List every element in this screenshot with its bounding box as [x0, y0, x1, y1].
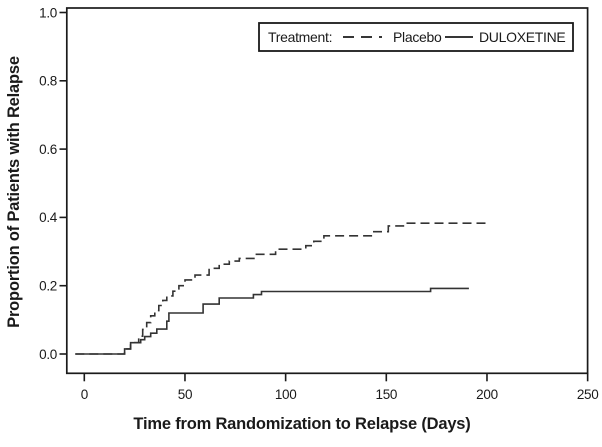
x-tick-label: 150 [375, 387, 397, 402]
survival-curves [75, 222, 489, 355]
y-axis-ticks: 0.0 0.2 0.4 0.6 0.8 1.0 [39, 5, 67, 362]
y-tick-label: 0.2 [39, 279, 57, 294]
y-tick-label: 0.8 [39, 74, 57, 89]
y-tick-label: 1.0 [39, 5, 57, 20]
legend-item-duloxetine: DULOXETINE [479, 29, 565, 45]
y-axis-title: Proportion of Patients with Relapse [5, 56, 23, 328]
x-axis-ticks: 0 50 100 150 200 250 [81, 373, 599, 402]
legend-item-placebo: Placebo [393, 29, 442, 45]
y-tick-label: 0.6 [39, 142, 57, 157]
x-tick-label: 250 [577, 387, 599, 402]
x-tick-label: 100 [275, 387, 297, 402]
legend-title: Treatment: [268, 29, 332, 45]
x-axis-title: Time from Randomization to Relapse (Days… [133, 415, 470, 433]
x-tick-label: 0 [81, 387, 88, 402]
plot-frame [65, 7, 589, 375]
x-tick-label: 200 [476, 387, 498, 402]
y-tick-label: 0.0 [39, 347, 57, 362]
placebo-curve [75, 222, 489, 355]
duloxetine-curve [75, 287, 469, 355]
legend-box [258, 22, 574, 52]
legend: Treatment: Placebo DULOXETINE [258, 22, 574, 52]
x-tick-label: 50 [178, 387, 192, 402]
y-tick-label: 0.4 [39, 210, 58, 225]
